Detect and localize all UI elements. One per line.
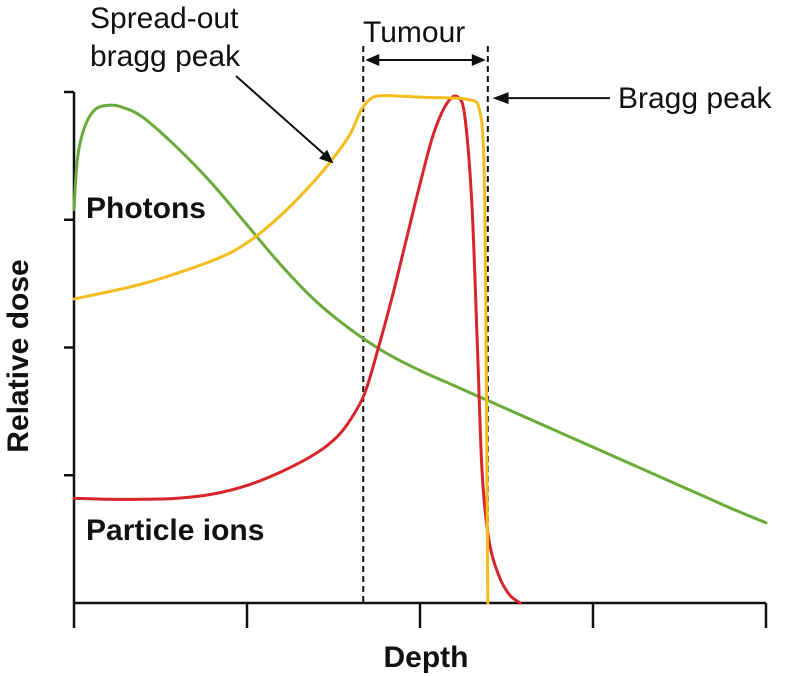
bragg-peak-label: Bragg peak [618, 82, 772, 115]
x-ticks [72, 603, 768, 628]
photons-label: Photons [86, 192, 206, 225]
x-axis-label: Depth [384, 641, 469, 674]
particle-ions-curve [72, 94, 522, 605]
axes [64, 90, 768, 628]
spread-out-bragg-peak-arrow-head [319, 149, 334, 164]
tumour-arrow-head-right [471, 54, 486, 66]
photons-curve [72, 103, 768, 525]
bragg-peak-arrow-head [492, 92, 509, 105]
y-ticks [64, 90, 74, 477]
tumour-label: Tumour [363, 16, 465, 49]
annotation-arrows [235, 75, 610, 164]
y-axis-label: Relative dose [2, 259, 35, 452]
dose-curves [72, 94, 768, 605]
spread-out-bragg-peak-arrow [235, 75, 327, 157]
tumour-arrow-head-left [365, 54, 380, 66]
spread-out-label-line2: bragg peak [90, 40, 241, 73]
spread-out-bragg-peak-curve [72, 94, 490, 605]
tumour-region [362, 46, 489, 603]
particle-ions-label: Particle ions [86, 514, 264, 547]
spread-out-label-line1: Spread-out [90, 2, 239, 35]
